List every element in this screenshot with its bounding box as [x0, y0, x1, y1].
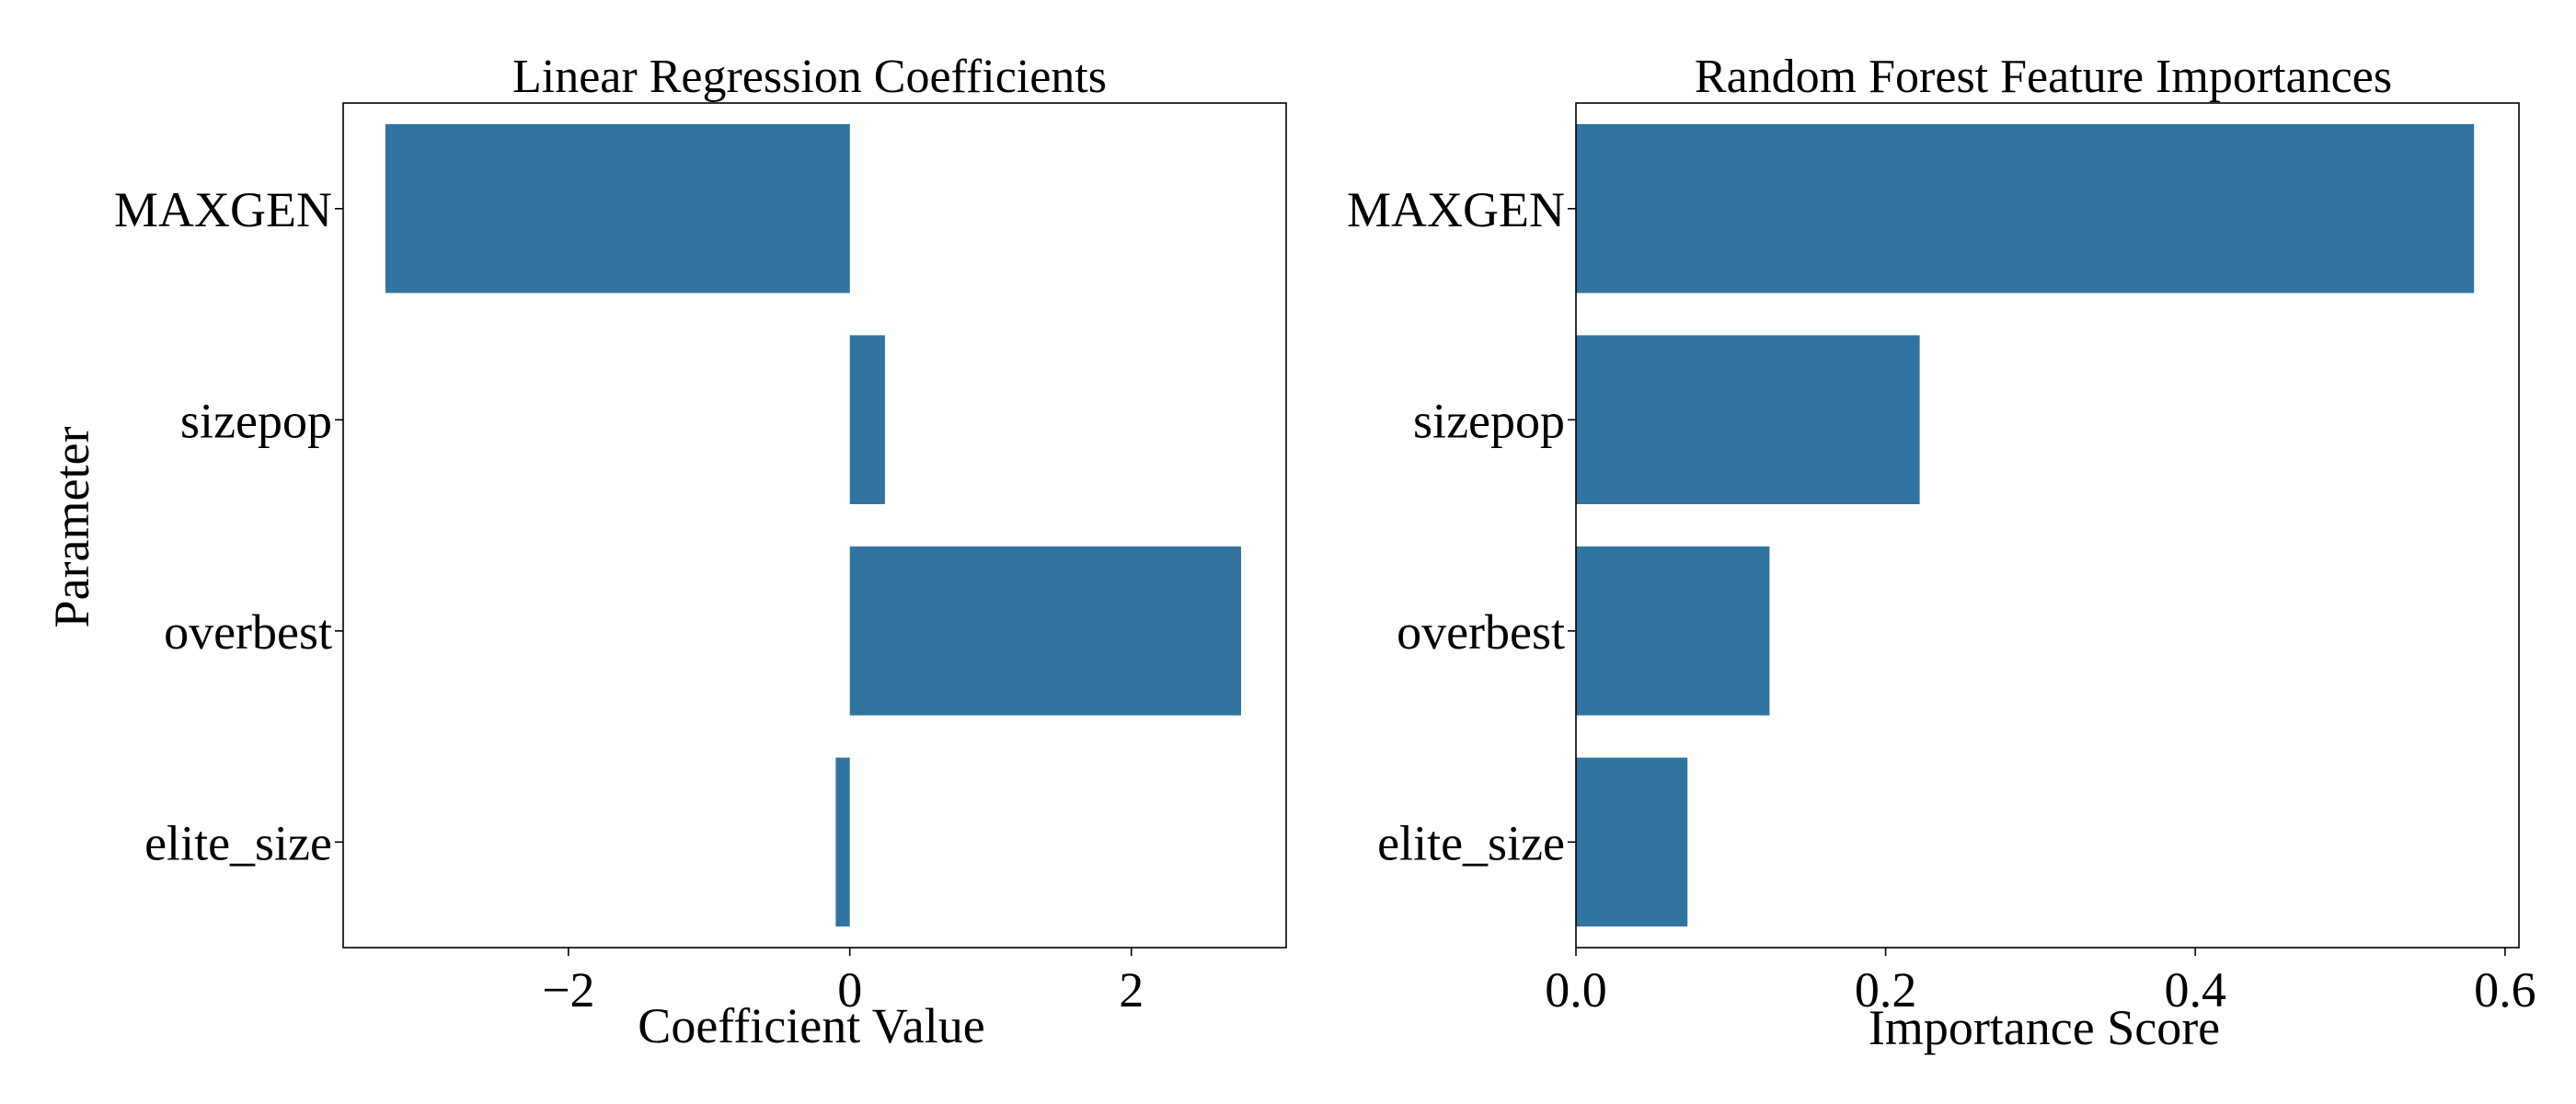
bar-overbest	[849, 546, 1241, 716]
y-tick-label: MAXGEN	[114, 182, 332, 237]
y-tick-label: overbest	[164, 604, 332, 660]
x-tick-label: −2	[542, 962, 594, 1018]
bar-overbest	[1576, 546, 1770, 716]
bar-sizepop	[1576, 335, 1920, 504]
y-tick-group: MAXGEN sizepop overbest elite_size	[114, 182, 343, 870]
linear-regression-panel: Linear Regression Coefficients Coefficie…	[44, 51, 1287, 1053]
chart-title: Linear Regression Coefficients	[512, 51, 1107, 103]
bar-maxgen	[1576, 123, 2475, 293]
chart-title: Random Forest Feature Importances	[1695, 51, 2392, 103]
bar-group	[385, 123, 1241, 927]
y-tick-label: overbest	[1397, 604, 1565, 660]
x-axis-label: Importance Score	[1869, 1000, 2220, 1055]
y-axis-label: Parameter	[44, 427, 99, 628]
bar-maxgen	[385, 123, 850, 293]
y-tick-label: elite_size	[1377, 815, 1565, 870]
y-tick-label: MAXGEN	[1347, 182, 1565, 237]
x-tick-label: 0.0	[1545, 962, 1607, 1018]
bar-elite-size	[1576, 757, 1688, 927]
x-tick-label: 0.2	[1855, 962, 1917, 1018]
random-forest-panel: Random Forest Feature Importances Import…	[1347, 51, 2536, 1055]
x-tick-label: 2	[1119, 962, 1144, 1018]
plot-frame	[1575, 102, 2520, 949]
x-tick-group: −2 0 2	[542, 948, 1144, 1018]
x-tick-group: 0.0 0.2 0.4 0.6	[1545, 948, 2536, 1018]
y-tick-label: sizepop	[1413, 393, 1565, 448]
x-tick-label: 0.6	[2474, 962, 2536, 1018]
plot-frame	[342, 102, 1287, 949]
bar-sizepop	[849, 335, 885, 504]
y-tick-group: MAXGEN sizepop overbest elite_size	[1347, 182, 1576, 870]
bar-group	[1576, 123, 2475, 927]
bar-elite-size	[835, 757, 850, 927]
y-tick-label: sizepop	[180, 393, 332, 448]
y-tick-label: elite_size	[144, 815, 332, 870]
x-tick-label: 0.4	[2164, 962, 2226, 1018]
x-axis-label: Coefficient Value	[638, 998, 984, 1053]
x-tick-label: 0	[837, 962, 862, 1018]
